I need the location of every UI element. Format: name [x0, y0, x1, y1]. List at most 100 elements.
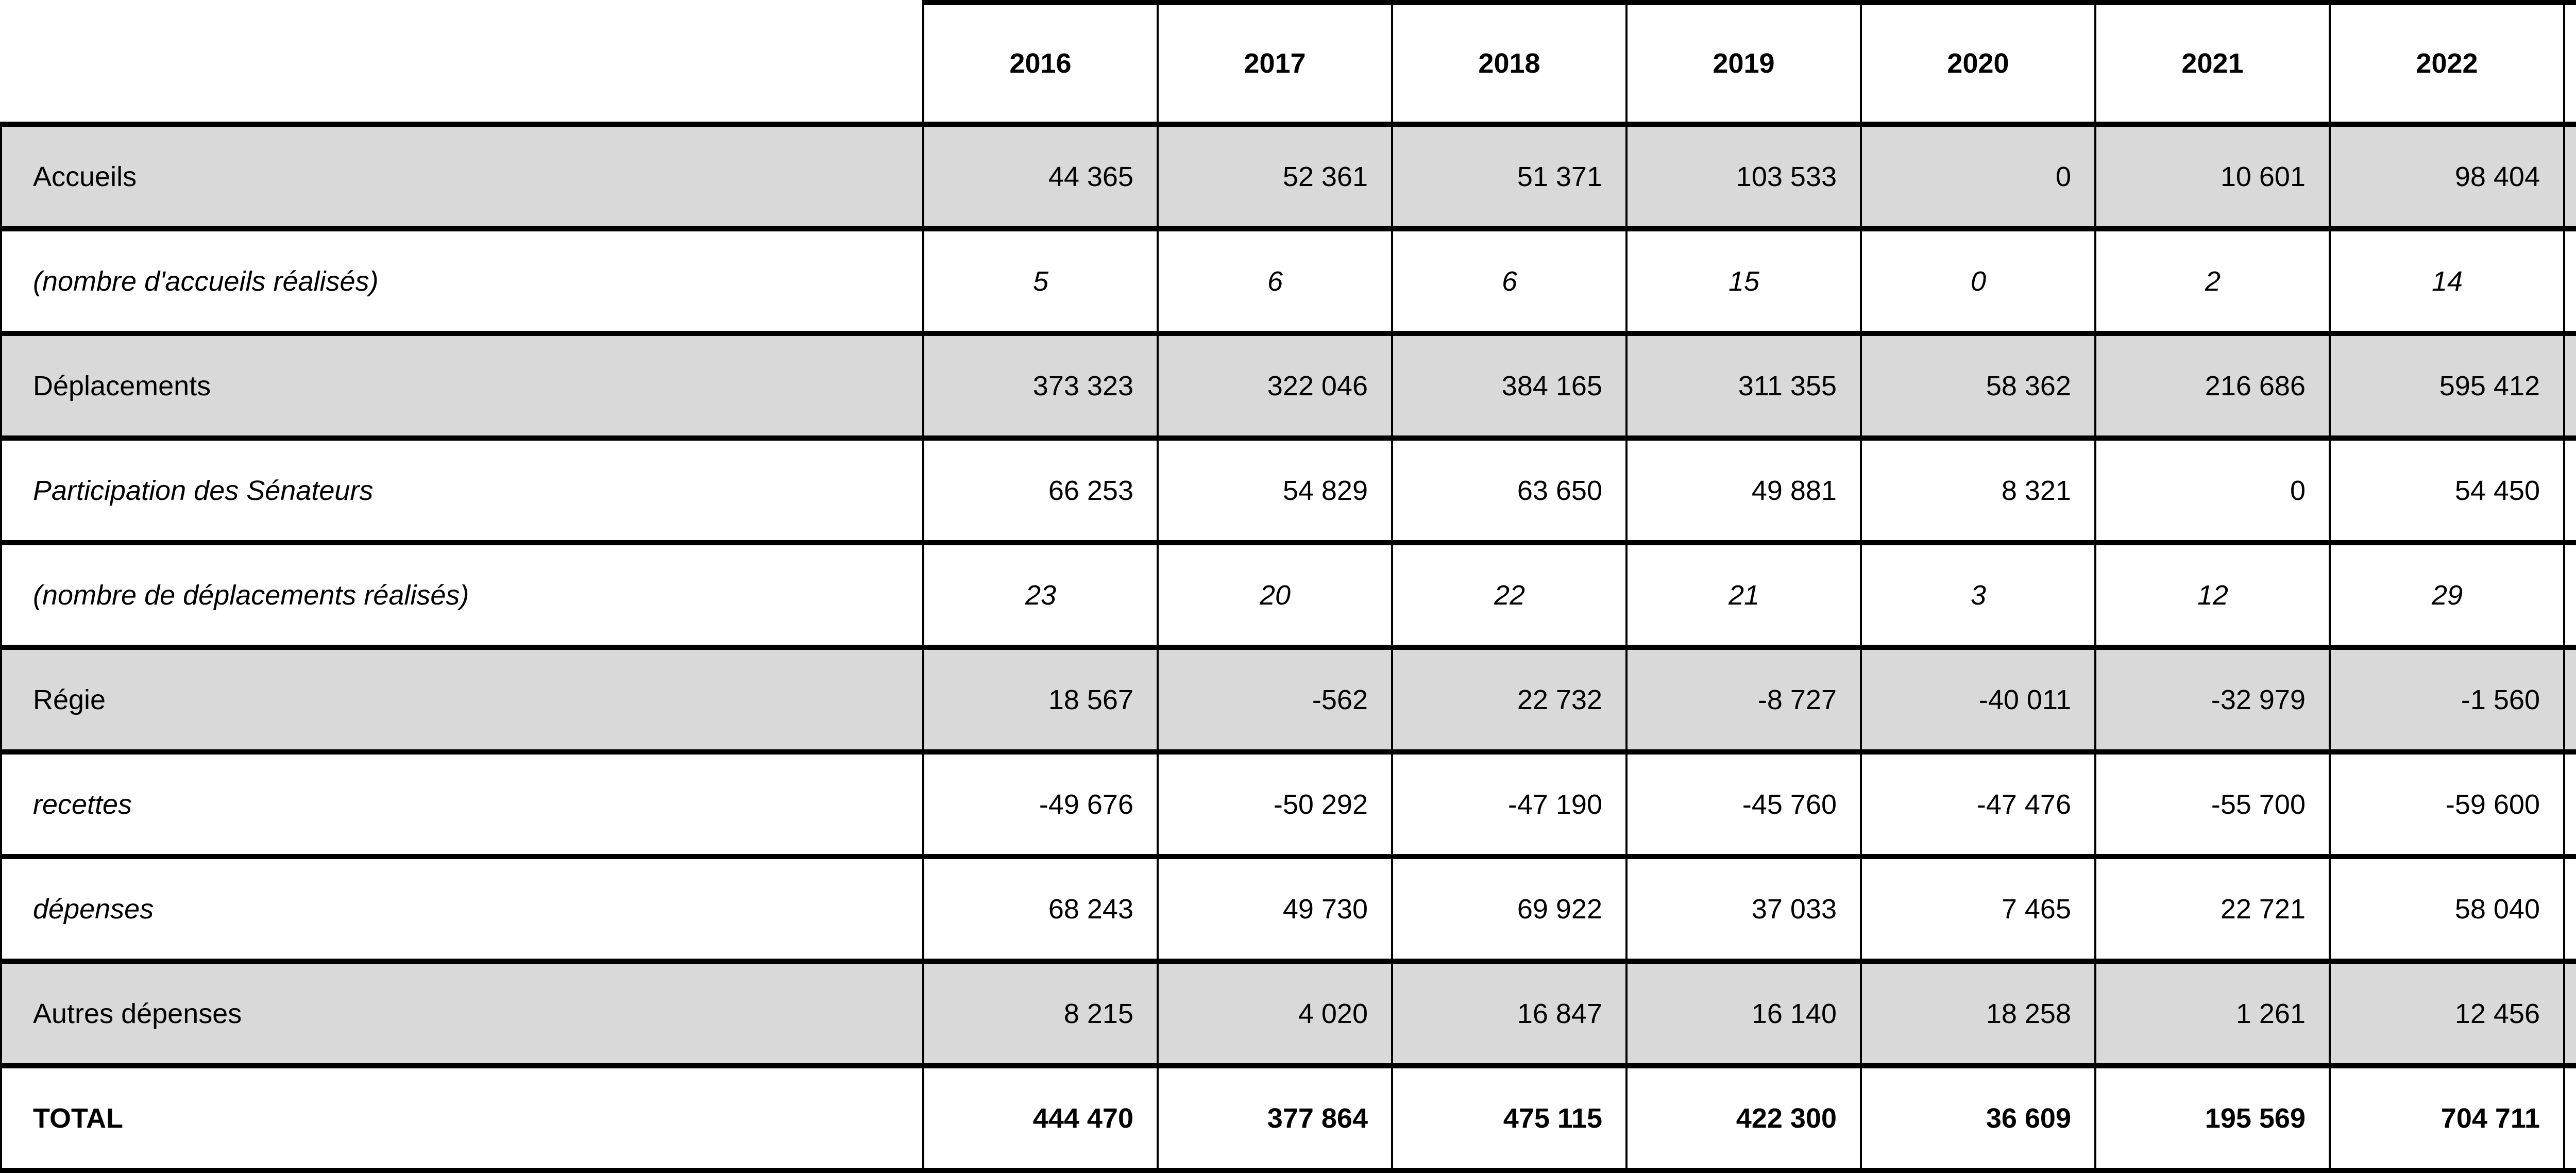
value-cell: 4 020: [1157, 959, 1393, 1068]
table-row: Déplacements 373 323 322 046 384 165 311 355…: [0, 331, 2576, 441]
value-cell: 704 711: [2329, 1063, 2565, 1173]
value-cell: 18 567: [922, 645, 1159, 755]
year-column-header: 2018: [1391, 0, 1628, 127]
value-cell: 444 470: [922, 1063, 1159, 1173]
value-cell: 98 404: [2329, 122, 2565, 231]
value-cell: -8 727: [1625, 645, 1862, 755]
value-cell: 217 013: [2563, 331, 2576, 441]
value-cell: 12: [2094, 540, 2331, 650]
value-cell: 373 323: [922, 331, 1159, 441]
table-header: 2016 2017 2018 2019 2020 2021 2022 2023 …: [1, 0, 2576, 127]
year-column-header: 2017: [1157, 0, 1393, 127]
value-cell: 23: [922, 540, 1159, 650]
value-cell: 0: [1860, 122, 2096, 231]
table-row: Accueils 44 365 52 361 51 371 103 533 0 10 601…: [0, 122, 2576, 231]
value-cell: 16 140: [1625, 959, 1862, 1068]
value-cell: 322 046: [1157, 331, 1393, 441]
row-label: (nombre d'accueils réalisés): [0, 226, 924, 336]
value-cell: -47 476: [1860, 749, 2096, 859]
value-cell: 84 537: [2563, 435, 2576, 545]
value-cell: 22: [1391, 540, 1628, 650]
table-row: recettes -49 676 -50 292 -47 190 -45 760 -47 …: [0, 749, 2576, 859]
value-cell: 5: [922, 226, 1159, 336]
value-cell: 49 730: [1157, 854, 1393, 964]
year-column-header: 2023: [2563, 0, 2576, 127]
year-column-header: 2020: [1860, 0, 2096, 127]
value-cell: -25 036: [2563, 645, 2576, 755]
value-cell: 595 412: [2329, 331, 2565, 441]
value-cell: 2: [2094, 226, 2331, 336]
row-label: Autres dépenses: [0, 959, 924, 1068]
value-cell: 0: [2094, 435, 2331, 545]
value-cell: -50 292: [1157, 749, 1393, 859]
value-cell: 52 361: [1157, 122, 1393, 231]
row-label: Participation des Sénateurs: [0, 435, 924, 545]
value-cell: 195 569: [2094, 1063, 2331, 1173]
value-cell: 12 456: [2329, 959, 2565, 1068]
value-cell: 279 019: [2563, 1063, 2576, 1173]
value-cell: 29: [2329, 540, 2565, 650]
row-label: Accueils: [0, 122, 924, 231]
value-cell: 37 033: [1625, 854, 1862, 964]
row-label: dépenses: [0, 854, 924, 964]
table-row: (nombre de déplacements réalisés) 23 20 22 2…: [0, 540, 2576, 650]
value-cell: 58 040: [2329, 854, 2565, 964]
year-column-header: 2019: [1625, 0, 1862, 127]
value-cell: 15: [1625, 226, 1862, 336]
year-column-header: 2021: [2094, 0, 2331, 127]
corner-cell: [1, 3, 924, 127]
value-cell: -49 676: [922, 749, 1159, 859]
value-cell: 71 164: [2563, 122, 2576, 231]
value-cell: 0: [1860, 226, 2096, 336]
value-cell: -45 760: [1625, 749, 1862, 859]
value-cell: 311 355: [1625, 331, 1862, 441]
value-cell: 43 704: [2563, 854, 2576, 964]
value-cell: 10 601: [2094, 122, 2331, 231]
row-label: (nombre de déplacements réalisés): [0, 540, 924, 650]
row-label: Déplacements: [0, 331, 924, 441]
row-label: Régie: [0, 645, 924, 755]
value-cell: 15 878: [2563, 959, 2576, 1068]
value-cell: 51 371: [1391, 122, 1628, 231]
value-cell: 14: [2563, 540, 2576, 650]
value-cell: 3: [1860, 540, 2096, 650]
value-cell: 422 300: [1625, 1063, 1862, 1173]
value-cell: 68 243: [922, 854, 1159, 964]
table-row: dépenses 68 243 49 730 69 922 37 033 7 465 22 …: [0, 854, 2576, 964]
value-cell: 44 365: [922, 122, 1159, 231]
value-cell: -47 190: [1391, 749, 1628, 859]
value-cell: -562: [1157, 645, 1393, 755]
table-row: Autres dépenses 8 215 4 020 16 847 16 140 18 …: [0, 959, 2576, 1068]
value-cell: 14: [2329, 226, 2565, 336]
table-row: (nombre d'accueils réalisés)5661502147-5…: [0, 226, 2576, 336]
row-label: recettes: [0, 749, 924, 859]
value-cell: 103 533: [1625, 122, 1862, 231]
header-row: 2016 2017 2018 2019 2020 2021 2022 2023 …: [1, 0, 2576, 127]
value-cell: 8 321: [1860, 435, 2096, 545]
value-cell: 66 253: [922, 435, 1159, 545]
value-cell: 6: [1157, 226, 1393, 336]
year-column-header: 2016: [922, 0, 1159, 127]
value-cell: -1 560: [2329, 645, 2565, 755]
value-cell: 22 732: [1391, 645, 1628, 755]
value-cell: 8 215: [922, 959, 1159, 1068]
value-cell: 36 609: [1860, 1063, 2096, 1173]
value-cell: 22 721: [2094, 854, 2331, 964]
value-cell: 58 362: [1860, 331, 2096, 441]
value-cell: 6: [1391, 226, 1628, 336]
value-cell: 384 165: [1391, 331, 1628, 441]
table-row: TOTAL 444 470 377 864 475 115 422 300 36 609 1…: [0, 1063, 2576, 1173]
value-cell: 18 258: [1860, 959, 2096, 1068]
value-cell: 216 686: [2094, 331, 2331, 441]
table-row: Participation des Sénateurs 66 253 54 829 6…: [0, 435, 2576, 545]
value-cell: 7 465: [1860, 854, 2096, 964]
value-cell: -40 011: [1860, 645, 2096, 755]
value-cell: -32 979: [2094, 645, 2331, 755]
value-cell: 475 115: [1391, 1063, 1628, 1173]
value-cell: 49 881: [1625, 435, 1862, 545]
table-row: Régie 18 567 -562 22 732 -8 727 -40 011 -32 97…: [0, 645, 2576, 755]
value-cell: 21: [1625, 540, 1862, 650]
value-cell: 69 922: [1391, 854, 1628, 964]
value-cell: -55 700: [2094, 749, 2331, 859]
